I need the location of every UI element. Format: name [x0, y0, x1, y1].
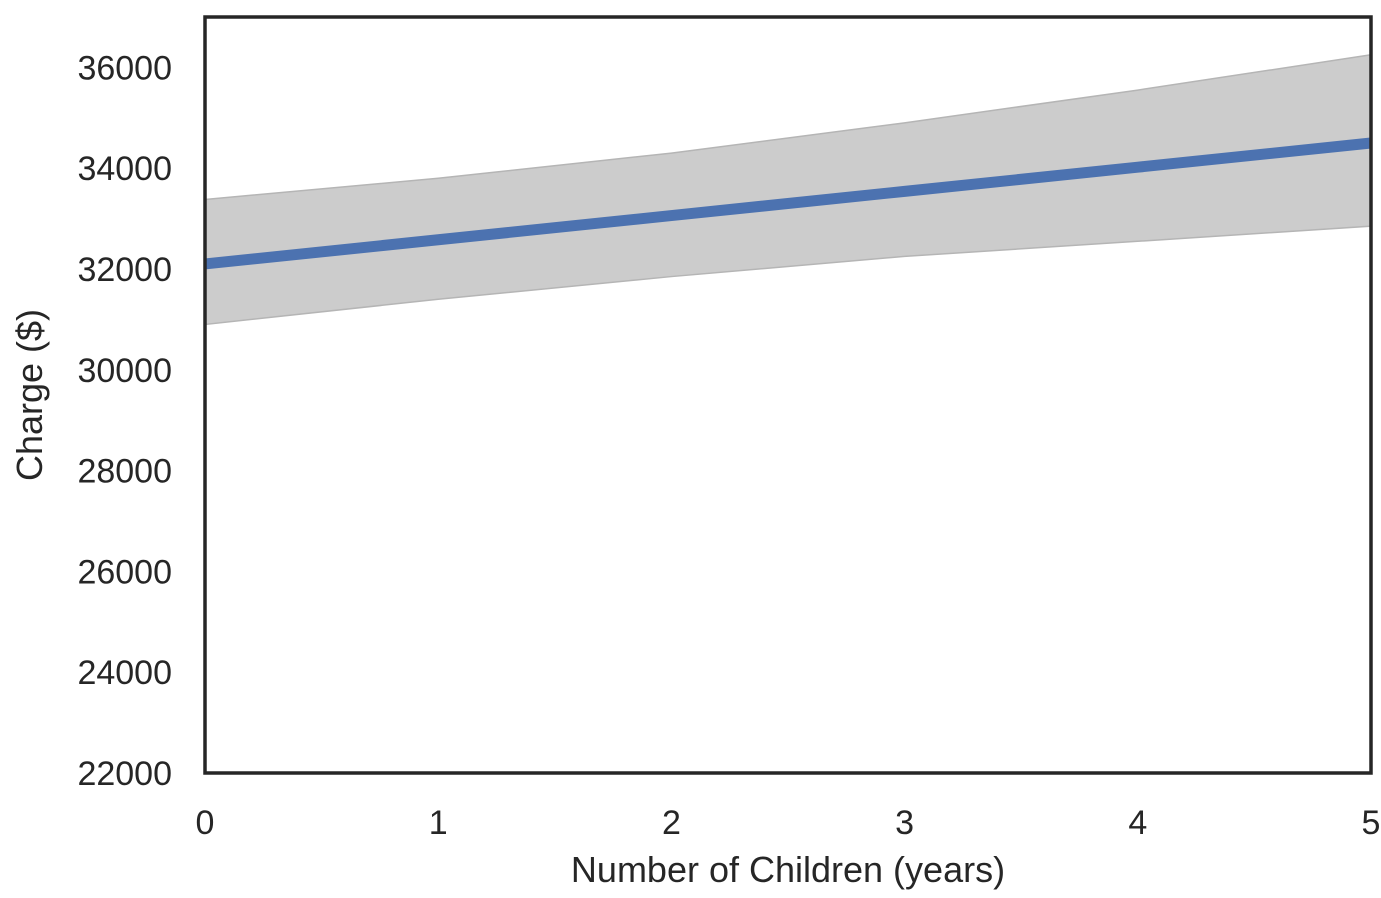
series-line-layer: [204, 137, 1372, 270]
x-tick-label: 2: [662, 804, 681, 842]
x-tick-label: 1: [429, 804, 448, 842]
y-axis-title: Charge ($): [9, 309, 50, 481]
confidence-band: [204, 53, 1372, 326]
y-tick-label: 28000: [77, 453, 172, 491]
y-tick-label: 32000: [77, 251, 172, 289]
x-tick-label: 0: [196, 804, 215, 842]
y-tick-labels: 22000 24000 26000 28000 30000 32000 34000 36000: [77, 49, 172, 793]
plot-frame: [203, 15, 1373, 775]
y-tick-label: 36000: [77, 49, 172, 87]
x-tick-label: 5: [1362, 804, 1381, 842]
confidence-band-layer: [204, 53, 1372, 326]
x-axis-title: Number of Children (years): [571, 849, 1005, 890]
y-tick-label: 34000: [77, 150, 172, 188]
y-tick-label: 26000: [77, 553, 172, 591]
regression-line: [204, 137, 1372, 270]
x-tick-label: 3: [895, 804, 914, 842]
y-tick-label: 24000: [77, 654, 172, 692]
y-tick-label: 22000: [77, 755, 172, 793]
y-tick-label: 30000: [77, 352, 172, 390]
x-tick-labels: 0 1 2 3 4 5: [196, 804, 1381, 842]
x-tick-label: 4: [1128, 804, 1147, 842]
